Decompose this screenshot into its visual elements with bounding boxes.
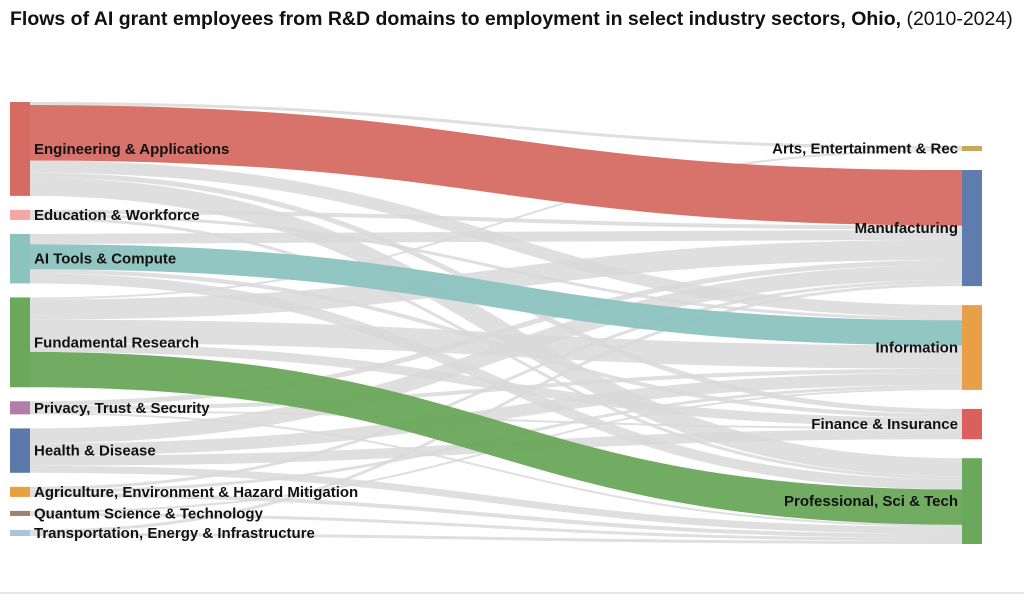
nodes: Engineering & Applications Education & Wo… (10, 102, 982, 544)
target-node (962, 146, 982, 152)
flow-link (29, 368, 963, 411)
flow-link (29, 259, 963, 407)
source-label: Privacy, Trust & Security (34, 400, 210, 417)
source-node (10, 297, 30, 388)
flow-link (29, 465, 963, 534)
source-node (10, 233, 30, 284)
flow-link (29, 351, 963, 525)
flow-link (29, 283, 963, 533)
flow-link (29, 177, 963, 477)
flow-link (29, 213, 963, 321)
source-label: Agriculture, Environment & Hazard Mitiga… (34, 484, 358, 501)
source-label: Education & Workforce (34, 207, 200, 224)
flow-link (29, 372, 963, 456)
title: Flows of AI grant employees from R&D dom… (10, 8, 902, 30)
flow-link (29, 244, 963, 346)
source-label: AI Tools & Compute (34, 251, 176, 268)
source-label: Engineering & Applications (34, 141, 229, 158)
flow-link (29, 280, 963, 490)
chart-title: Flows of AI grant employees from R&D dom… (10, 6, 1020, 32)
target-node (962, 458, 982, 544)
source-label: Quantum Science & Technology (34, 505, 264, 522)
source-node (10, 529, 30, 536)
flow-link (29, 532, 963, 545)
target-node (962, 170, 982, 287)
flow-link (29, 319, 963, 369)
source-label: Health & Disease (34, 443, 156, 460)
flow-link (29, 149, 963, 300)
flow-link (29, 229, 963, 245)
source-node (10, 209, 30, 220)
flow-link (29, 101, 963, 150)
target-label: Professional, Sci & Tech (784, 493, 958, 510)
target-node (962, 408, 982, 440)
target-label: Information (876, 339, 959, 356)
flow-link (29, 264, 963, 444)
target-label: Arts, Entertainment & Rec (772, 140, 958, 157)
source-node (10, 102, 30, 196)
flow-link (29, 105, 963, 226)
source-node (10, 510, 30, 516)
links (29, 101, 963, 545)
source-label: Fundamental Research (34, 334, 199, 351)
target-label: Manufacturing (855, 220, 958, 237)
flow-link (29, 239, 963, 320)
source-label: Transportation, Energy & Infrastructure (34, 525, 315, 542)
source-node (10, 428, 30, 473)
target-node (962, 305, 982, 390)
target-label: Finance & Insurance (811, 416, 958, 433)
flow-link (29, 209, 963, 230)
source-node (10, 486, 30, 497)
subtitle: (2010-2024) (906, 8, 1013, 30)
source-node (10, 401, 30, 415)
flow-link (29, 492, 963, 538)
